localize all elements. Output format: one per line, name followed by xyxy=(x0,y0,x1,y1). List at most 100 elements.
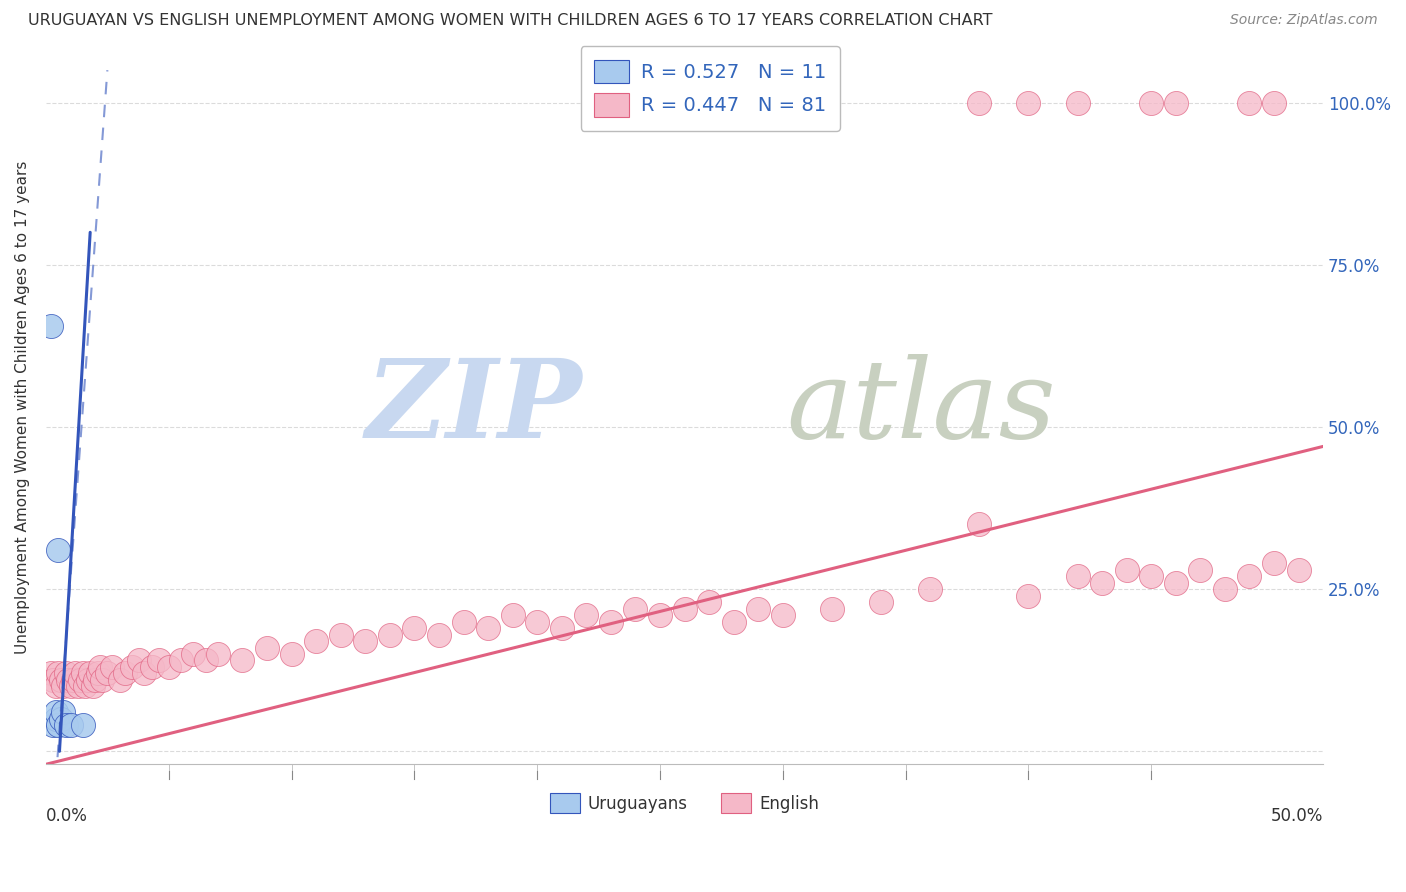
Point xyxy=(170,653,193,667)
Text: URUGUAYAN VS ENGLISH UNEMPLOYMENT AMONG WOMEN WITH CHILDREN AGES 6 TO 17 YEARS C: URUGUAYAN VS ENGLISH UNEMPLOYMENT AMONG … xyxy=(28,13,993,29)
Point xyxy=(157,660,180,674)
Point xyxy=(72,718,94,732)
Point xyxy=(65,666,87,681)
Point xyxy=(329,627,352,641)
Point xyxy=(575,608,598,623)
Point xyxy=(305,634,328,648)
Point xyxy=(969,517,991,532)
Point xyxy=(46,666,69,681)
Point xyxy=(45,706,67,720)
Point xyxy=(231,653,253,667)
Text: Source: ZipAtlas.com: Source: ZipAtlas.com xyxy=(1230,13,1378,28)
Point xyxy=(280,647,302,661)
Text: 0.0%: 0.0% xyxy=(46,807,87,825)
Point xyxy=(697,595,720,609)
Point xyxy=(1263,556,1285,570)
Point xyxy=(46,543,69,558)
Point xyxy=(101,660,124,674)
Point xyxy=(96,666,118,681)
Point xyxy=(52,706,75,720)
Point xyxy=(148,653,170,667)
Point xyxy=(82,680,104,694)
Point xyxy=(772,608,794,623)
Point xyxy=(91,673,114,687)
Point xyxy=(354,634,377,648)
Point xyxy=(1164,95,1187,110)
Point xyxy=(45,712,67,726)
Point xyxy=(207,647,229,661)
Point xyxy=(194,653,217,667)
Point xyxy=(378,627,401,641)
Point xyxy=(114,666,136,681)
Point xyxy=(648,608,671,623)
Point xyxy=(1263,95,1285,110)
Point xyxy=(624,601,647,615)
Point xyxy=(39,666,62,681)
Point xyxy=(1239,569,1261,583)
Point xyxy=(477,621,499,635)
Point xyxy=(128,653,150,667)
Point xyxy=(46,718,69,732)
Point xyxy=(1066,569,1088,583)
Point xyxy=(49,712,72,726)
Point xyxy=(1189,563,1212,577)
Point xyxy=(121,660,143,674)
Point xyxy=(427,627,450,641)
Text: ZIP: ZIP xyxy=(366,354,582,461)
Point xyxy=(55,718,77,732)
Point xyxy=(141,660,163,674)
Point xyxy=(66,680,89,694)
Point xyxy=(1091,575,1114,590)
Point xyxy=(502,608,524,623)
Point xyxy=(673,601,696,615)
Point xyxy=(453,615,475,629)
Point xyxy=(1140,569,1163,583)
Point xyxy=(256,640,278,655)
Point xyxy=(551,621,574,635)
Point xyxy=(134,666,156,681)
Point xyxy=(1164,575,1187,590)
Text: atlas: atlas xyxy=(787,354,1056,461)
Point xyxy=(59,680,82,694)
Point xyxy=(1017,95,1039,110)
Point xyxy=(75,680,97,694)
Point xyxy=(1239,95,1261,110)
Point xyxy=(72,666,94,681)
Point xyxy=(108,673,131,687)
Y-axis label: Unemployment Among Women with Children Ages 6 to 17 years: Unemployment Among Women with Children A… xyxy=(15,161,30,654)
Point xyxy=(89,660,111,674)
Point xyxy=(1213,582,1236,596)
Point xyxy=(86,666,108,681)
Point xyxy=(42,718,65,732)
Text: 50.0%: 50.0% xyxy=(1271,807,1323,825)
Point xyxy=(59,718,82,732)
Point xyxy=(84,673,107,687)
Point xyxy=(1066,95,1088,110)
Point xyxy=(183,647,205,661)
Point xyxy=(870,595,893,609)
Point xyxy=(599,615,621,629)
Point xyxy=(42,673,65,687)
Point xyxy=(52,680,75,694)
Point xyxy=(821,601,844,615)
Point xyxy=(1140,95,1163,110)
Point xyxy=(56,673,79,687)
Point xyxy=(1017,589,1039,603)
Point xyxy=(747,601,769,615)
Point xyxy=(1115,563,1137,577)
Point xyxy=(49,673,72,687)
Point xyxy=(723,615,745,629)
Point xyxy=(69,673,91,687)
Point xyxy=(920,582,942,596)
Point xyxy=(76,673,98,687)
Point xyxy=(55,666,77,681)
Point xyxy=(526,615,548,629)
Point xyxy=(1288,563,1310,577)
Point xyxy=(969,95,991,110)
Point xyxy=(404,621,426,635)
Point xyxy=(45,680,67,694)
Point xyxy=(62,673,84,687)
Point xyxy=(39,319,62,334)
Legend: Uruguayans, English: Uruguayans, English xyxy=(543,787,827,820)
Point xyxy=(79,666,101,681)
